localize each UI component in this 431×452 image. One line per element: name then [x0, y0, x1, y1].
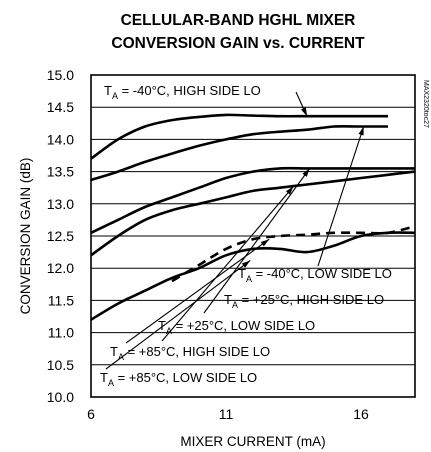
series-line-2 [90, 166, 415, 234]
y-tick-label: 15.0 [47, 67, 74, 83]
x-tick-labels: 6 11 16 [87, 406, 369, 422]
y-tick-label: 14.5 [47, 99, 74, 115]
y-tick-label: 12.0 [47, 260, 74, 276]
series-lines [90, 113, 416, 321]
series-label-0: TA = -40°C, HIGH SIDE LO [104, 83, 261, 101]
y-tick-label: 13.0 [47, 196, 74, 212]
y-tick-label: 10.5 [47, 357, 74, 373]
x-tick-label: 6 [87, 406, 95, 422]
chart-title-line-1: CELLULAR-BAND HGHL MIXER [121, 12, 356, 29]
y-tick-label: 11.5 [48, 292, 74, 308]
figure-code: MAX2320toc27 [422, 80, 429, 128]
series-label-2: TA = +25°C, HIGH SIDE LO [224, 292, 384, 310]
x-tick-label: 16 [353, 406, 369, 422]
leader-arrowhead-4 [260, 239, 270, 247]
series-line-3 [90, 170, 416, 257]
leader-line-3 [161, 186, 294, 342]
leader-line-5 [105, 260, 251, 370]
y-axis-label: CONVERSION GAIN (dB) [18, 158, 33, 315]
x-axis-label: MIXER CURRENT (mA) [180, 434, 325, 449]
series-label-5: TA = +85°C, LOW SIDE LO [100, 370, 257, 388]
leader-arrowhead-2 [302, 168, 310, 177]
y-tick-label: 14.0 [47, 131, 74, 147]
leader-arrowhead-1 [358, 126, 364, 136]
series-label-1: TA = -40°C, LOW SIDE LO [238, 266, 392, 284]
series-label-3: TA = +25°C, LOW SIDE LO [158, 318, 315, 336]
leader-arrowhead-3 [285, 186, 294, 195]
series-label-4: TA = +85°C, HIGH SIDE LO [110, 344, 270, 362]
leader-line-2 [203, 168, 311, 314]
leader-line-1 [317, 126, 365, 267]
series-line-1 [90, 124, 388, 182]
y-tick-label: 13.5 [47, 164, 74, 180]
series-line-5 [90, 231, 416, 321]
leader-arrowhead-5 [241, 260, 251, 268]
annotations: TA = -40°C, HIGH SIDE LO TA = -40°C, LOW … [100, 83, 392, 388]
series-line-0 [90, 113, 388, 160]
plot-frame [90, 74, 416, 398]
leader-line-4 [125, 238, 270, 344]
grid [91, 106, 415, 366]
y-tick-label: 11.0 [48, 325, 74, 341]
leader-arrowhead-0 [301, 107, 307, 117]
chart-title-line-2: CONVERSION GAIN vs. CURRENT [111, 35, 365, 52]
x-tick-label: 11 [219, 406, 234, 422]
y-tick-label: 12.5 [47, 228, 74, 244]
y-tick-label: 10.0 [47, 389, 74, 405]
y-tick-labels: 10.0 10.5 11.0 11.5 12.0 12.5 13.0 13.5 14.0 14.5… [47, 67, 74, 405]
